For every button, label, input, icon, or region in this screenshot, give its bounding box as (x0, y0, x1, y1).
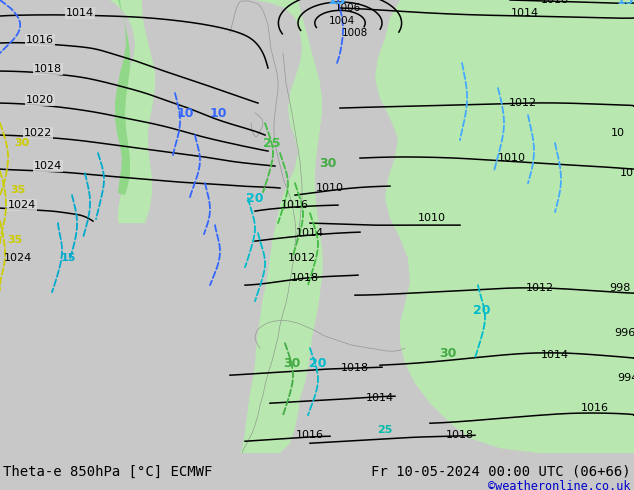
Text: 15: 15 (616, 0, 634, 6)
Text: 10: 10 (209, 106, 227, 120)
Text: 996: 996 (614, 328, 634, 338)
Text: 30: 30 (439, 347, 456, 360)
Text: 30: 30 (320, 157, 337, 170)
Text: 1010: 1010 (498, 153, 526, 163)
Text: 1022: 1022 (24, 128, 52, 138)
Text: 1010: 1010 (316, 183, 344, 193)
Text: 20: 20 (473, 304, 491, 317)
Text: Theta-e 850hPa [°C] ECMWF: Theta-e 850hPa [°C] ECMWF (3, 465, 212, 478)
Polygon shape (590, 0, 634, 53)
Text: 1018: 1018 (34, 64, 62, 74)
Text: 998: 998 (609, 283, 631, 293)
Text: 1012: 1012 (526, 283, 554, 293)
Text: 10: 10 (176, 106, 194, 120)
Text: 1020: 1020 (26, 95, 54, 105)
Text: 1014: 1014 (511, 8, 539, 18)
Text: 1018: 1018 (341, 363, 369, 373)
Text: 1012: 1012 (509, 98, 537, 108)
Text: 1018: 1018 (541, 0, 569, 5)
Text: 1016: 1016 (26, 35, 54, 45)
Text: 1014: 1014 (366, 393, 394, 403)
Text: 1014: 1014 (66, 8, 94, 18)
Text: 1010: 1010 (418, 213, 446, 223)
Text: 25: 25 (377, 425, 392, 435)
Text: 10: 10 (611, 128, 625, 138)
Text: 10: 10 (620, 168, 634, 178)
Text: 1016: 1016 (581, 403, 609, 413)
Polygon shape (375, 0, 634, 453)
Text: 1018: 1018 (446, 430, 474, 440)
Text: 1014: 1014 (541, 350, 569, 360)
Text: 1014: 1014 (296, 228, 324, 238)
Text: 20: 20 (309, 357, 327, 369)
Text: 1024: 1024 (4, 253, 32, 263)
Text: 1016: 1016 (296, 430, 324, 440)
Polygon shape (115, 0, 130, 195)
Text: 1024: 1024 (8, 200, 36, 210)
Text: 25: 25 (263, 137, 281, 149)
Text: 15: 15 (60, 253, 75, 263)
Polygon shape (110, 0, 155, 223)
Text: ©weatheronline.co.uk: ©weatheronline.co.uk (488, 480, 631, 490)
Text: 15: 15 (328, 0, 346, 6)
Text: 1006: 1006 (335, 3, 361, 13)
Text: 994: 994 (618, 373, 634, 383)
Text: 1008: 1008 (342, 28, 368, 38)
Text: 1024: 1024 (34, 161, 62, 171)
Text: 15: 15 (327, 0, 345, 6)
Text: Fr 10-05-2024 00:00 UTC (06+66): Fr 10-05-2024 00:00 UTC (06+66) (371, 465, 631, 478)
Text: 1012: 1012 (288, 253, 316, 263)
Text: 30: 30 (15, 138, 30, 148)
Text: 20: 20 (246, 192, 264, 205)
Text: 1018: 1018 (291, 273, 319, 283)
Text: 1016: 1016 (281, 200, 309, 210)
Text: 35: 35 (10, 185, 25, 195)
Text: 1004: 1004 (329, 16, 355, 26)
Text: 35: 35 (8, 235, 23, 245)
Polygon shape (240, 0, 323, 453)
Text: 30: 30 (283, 357, 301, 369)
